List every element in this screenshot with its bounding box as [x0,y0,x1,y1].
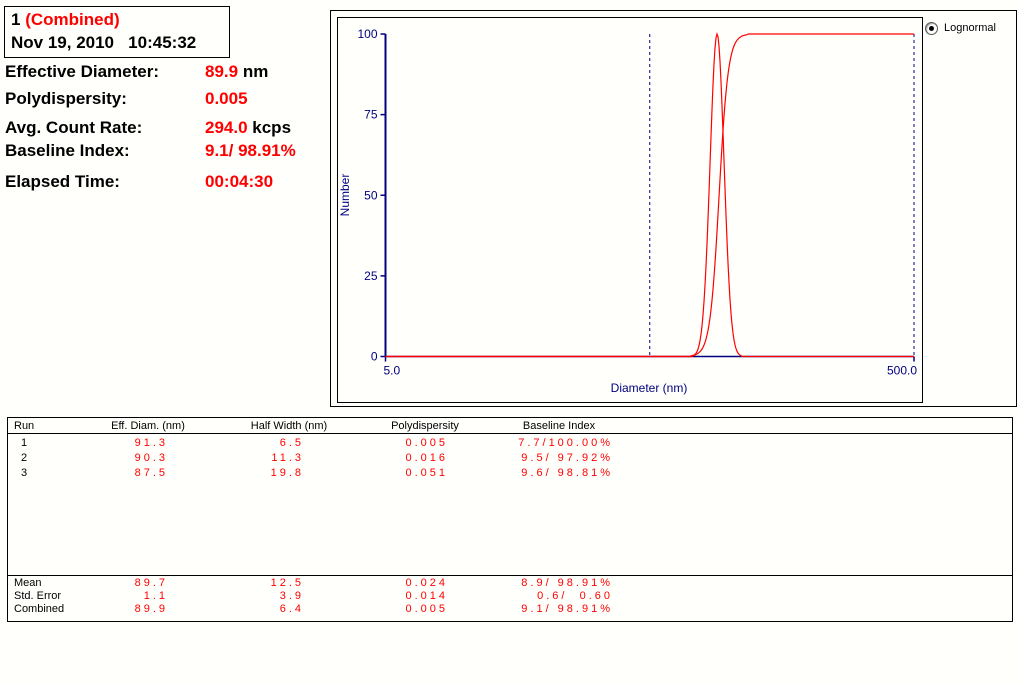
lognormal-radio[interactable]: Lognormal [925,21,996,35]
effective-diameter-label: Effective Diameter: [5,62,160,81]
polydispersity-value: 0.016 [405,452,448,464]
y-axis-label: Number [338,174,352,217]
polydispersity-value: 0.005 [205,89,248,108]
eff-diam-value: 91.3 [134,437,168,449]
distribution-chart-panel: 0 25 50 75 100 5.0 500.0 Diameter (nm) Number … [330,10,1017,407]
row-label: Combined [14,603,65,615]
eff-diam-value: 89.9 [134,603,168,615]
eff-diam-value: 89.7 [134,577,168,589]
polydispersity-value: 0.051 [405,467,448,479]
x-axis-label: Diameter (nm) [611,381,688,395]
half-width-value: 3.9 [279,590,304,602]
polydispersity-value: 0.024 [405,577,448,589]
polydispersity-label: Polydispersity: [5,89,127,108]
eff-diam-value: 87.5 [134,467,168,479]
effective-diameter-value: 89.9 [205,62,239,81]
results-table-header: Run Eff. Diam. (nm) Half Width (nm) Poly… [8,418,1012,434]
run-title: 1 (Combined) [11,10,120,30]
half-width-value: 11.3 [271,452,304,464]
col-header-half-width: Half Width (nm) [250,420,328,432]
baseline-index-value: 9.1/ 98.91% [205,141,296,160]
polydispersity-value: 0.005 [405,603,448,615]
polydispersity-value: 0.005 [405,437,448,449]
half-width-value: 19.8 [270,467,304,479]
table-row-run-1[interactable]: 1 91.3 6.5 0.005 7.7/100.00% [8,437,1012,451]
avg-count-rate-label: Avg. Count Rate: [5,118,143,137]
run-datetime: Nov 19, 2010 10:45:32 [11,33,197,52]
col-header-eff-diam: Eff. Diam. (nm) [111,420,185,432]
half-width-value: 6.4 [279,603,304,615]
table-row-run-2[interactable]: 2 90.3 11.3 0.016 9.5/ 97.92% [8,452,1012,466]
table-row-combined[interactable]: Combined 89.9 6.4 0.005 9.1/ 98.91% [8,603,1012,617]
y-tick-label: 50 [364,188,378,202]
y-tick-label: 100 [357,27,377,41]
sample-header-box: 1 (Combined) Nov 19, 2010 10:45:32 [4,6,230,58]
effective-diameter-row: Effective Diameter: 89.9 nm [5,62,268,81]
row-label: Std. Error [14,590,62,602]
cumulative-distribution-curve [385,33,914,358]
table-row-mean[interactable]: Mean 89.7 12.5 0.024 8.9/ 98.91% [8,577,1012,591]
row-label: 3 [21,467,28,479]
baseline-index-value: 9.6/ 98.81% [521,467,613,479]
avg-count-rate-value: 294.0 [205,118,248,137]
elapsed-time-value: 00:04:30 [205,172,274,191]
baseline-index-value: 8.9/ 98.91% [521,577,613,589]
table-row-run-3[interactable]: 3 87.5 19.8 0.051 9.6/ 98.81% [8,467,1012,481]
effective-diameter-unit: nm [238,62,269,81]
baseline-index-label: Baseline Index: [5,141,130,160]
baseline-index-value: 9.5/ 97.92% [521,452,613,464]
distribution-chart: 0 25 50 75 100 5.0 500.0 Diameter (nm) Number [337,17,923,403]
half-width-value: 12.5 [270,577,304,589]
col-header-polydispersity: Polydispersity [391,420,459,432]
y-tick-label: 25 [364,269,378,283]
col-header-baseline-index: Baseline Index [522,420,596,432]
avg-count-rate-row: Avg. Count Rate: 294.0 kcps [5,118,291,137]
plot-frame [337,17,923,403]
row-label: 2 [21,452,28,464]
table-row-std-error[interactable]: Std. Error 1.1 3.9 0.014 0.6/ 0.60 [8,590,1012,604]
elapsed-time-row: Elapsed Time: 00:04:30 [5,172,273,191]
polydispersity-value: 0.014 [405,590,448,602]
eff-diam-value: 1.1 [143,590,168,602]
baseline-index-row: Baseline Index: 9.1/ 98.91% [5,141,296,160]
x-tick-label-min: 5.0 [384,364,401,378]
elapsed-time-label: Elapsed Time: [5,172,120,191]
eff-diam-value: 90.3 [134,452,168,464]
row-label: 1 [21,437,28,449]
radio-selected-icon[interactable] [925,21,938,35]
y-tick-label: 75 [364,108,378,122]
baseline-index-value: 9.1/ 98.91% [521,603,613,615]
y-tick-label: 0 [371,350,378,364]
baseline-index-value: 7.7/100.00% [518,437,613,449]
baseline-index-value: 0.6/ 0.60 [537,590,613,602]
avg-count-rate-unit: kcps [247,118,292,137]
summary-separator [8,575,1012,576]
results-table: Run Eff. Diam. (nm) Half Width (nm) Poly… [7,417,1013,622]
row-label: Mean [14,577,42,589]
lognormal-radio-label: Lognormal [944,22,996,34]
run-combined-label: (Combined) [25,10,120,29]
polydispersity-row: Polydispersity: 0.005 [5,89,248,108]
col-header-run: Run [14,420,35,432]
run-number: 1 [11,10,26,29]
half-width-value: 6.5 [279,437,304,449]
x-tick-label-max: 500.0 [887,364,917,378]
